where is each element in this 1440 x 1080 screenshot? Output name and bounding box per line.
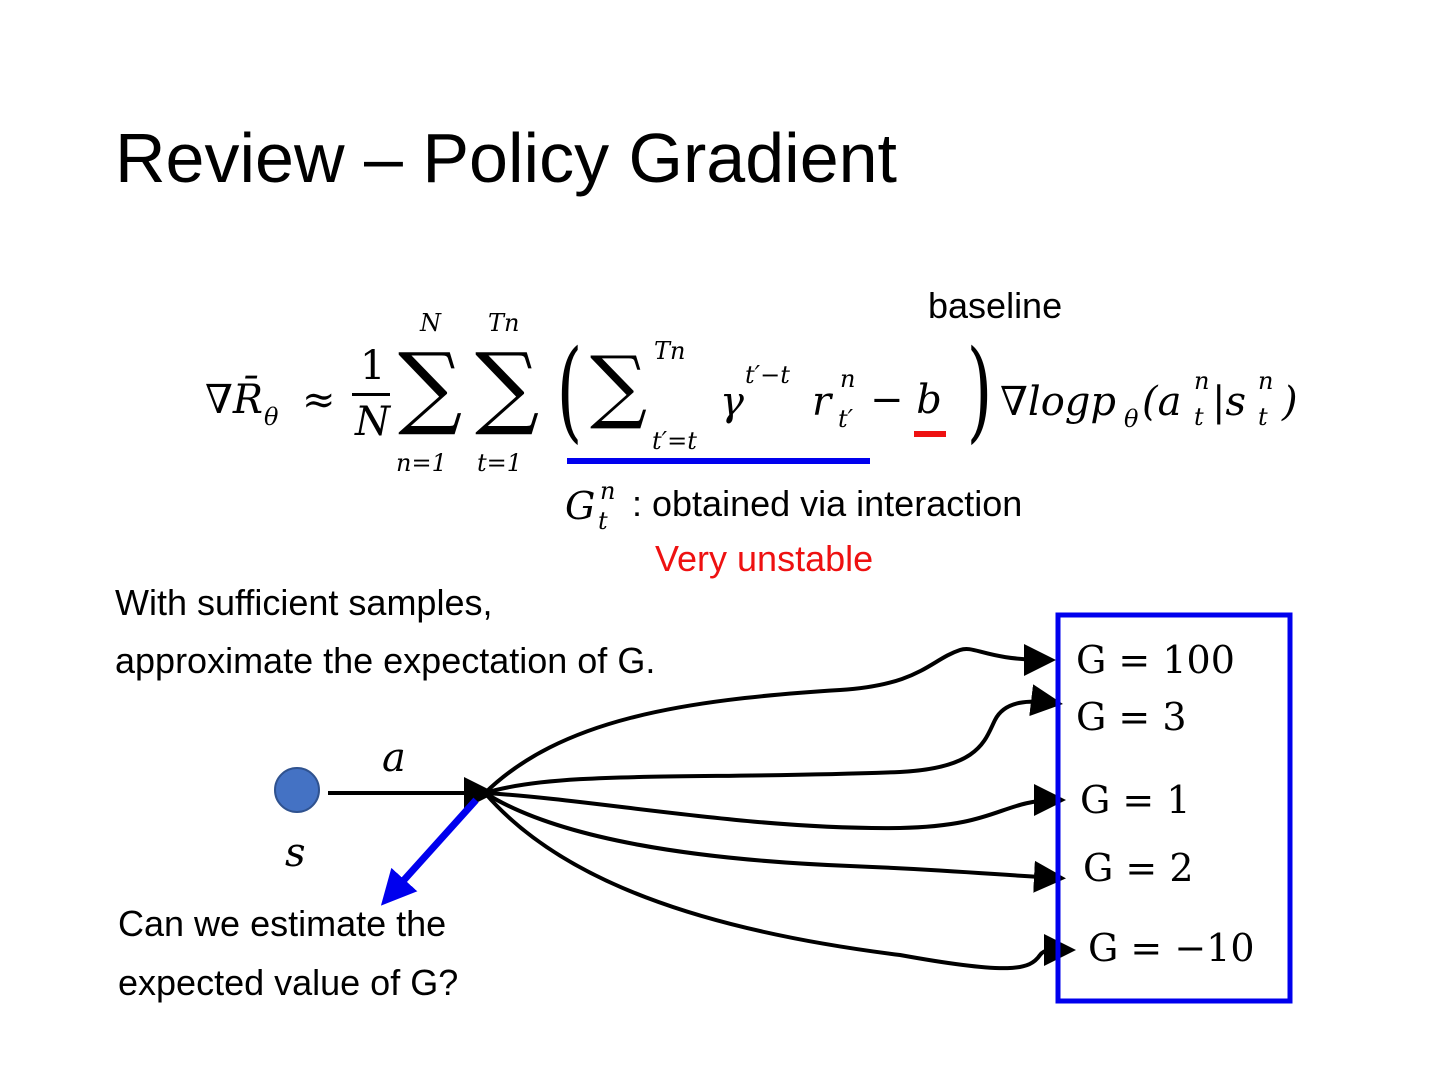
formula-lhs-sub: θ <box>264 403 279 431</box>
return-value: G = −10 <box>1088 926 1255 970</box>
sum1-bottom: n=1 <box>396 449 447 477</box>
baseline-b: − b <box>870 377 942 423</box>
fraction-bar <box>352 393 390 396</box>
reward-sub: t′ <box>838 405 854 433</box>
sum3-top: Tn <box>654 337 686 365</box>
G-sub: t <box>598 507 608 535</box>
args-sub2: t <box>1258 403 1268 431</box>
args-sub1: t <box>1194 403 1204 431</box>
formula-lhs: ∇R̄ <box>205 377 264 423</box>
G-symbol: G <box>565 484 596 528</box>
reward-sup: n <box>840 365 856 393</box>
sum2-bottom: t=1 <box>477 449 523 477</box>
gamma-exponent: t′−t <box>745 361 790 389</box>
sum3-bottom: t′=t <box>652 427 697 455</box>
reward: r <box>812 379 832 425</box>
log-sub: θ <box>1124 405 1139 433</box>
formula-frac-den: N <box>355 399 390 445</box>
action-label: a <box>382 735 406 781</box>
trajectory-2 <box>484 684 1063 795</box>
question-line1: Can we estimate the <box>118 903 447 944</box>
trajectory-4 <box>483 791 1066 893</box>
sum1-sigma: ∑ <box>398 334 463 439</box>
args-sup2: n <box>1258 367 1274 395</box>
args-s: |s <box>1212 379 1247 425</box>
return-underline <box>567 458 870 464</box>
right-paren: ) <box>966 326 993 454</box>
trajectory-5 <box>483 791 1076 971</box>
unstable-note: Very unstable <box>655 538 874 579</box>
formula-approx: ≈ <box>302 377 336 423</box>
gamma: γ <box>720 379 744 425</box>
G-note: : obtained via interaction <box>632 483 1023 524</box>
baseline-label: baseline <box>928 285 1063 326</box>
sum1-top: N <box>420 309 441 337</box>
trajectory-3 <box>484 784 1066 831</box>
state-label: s <box>285 830 306 876</box>
return-value: G = 3 <box>1076 695 1187 739</box>
samples-note-line2: approximate the expectation of G. <box>115 640 656 681</box>
return-value: G = 2 <box>1083 846 1194 890</box>
baseline-underline <box>914 431 946 437</box>
return-value: G = 1 <box>1080 778 1191 822</box>
args-close: ) <box>1282 379 1298 425</box>
returns-box <box>1055 612 1293 1004</box>
sum2-top: Tn <box>488 309 520 337</box>
G-sup: n <box>600 477 616 505</box>
sum2-sigma: ∑ <box>475 334 540 439</box>
formula-frac-num: 1 <box>360 343 386 389</box>
sum3-sigma: ∑ <box>590 339 648 432</box>
trajectory-1 <box>483 643 1056 795</box>
log-term: ∇logp <box>1000 379 1117 425</box>
slide-title: Review – Policy Gradient <box>115 119 897 197</box>
trajectory-curves <box>483 643 1076 971</box>
blue-arrow <box>380 797 479 906</box>
state-node <box>274 767 320 813</box>
args-a: (a <box>1142 379 1182 425</box>
samples-note-line1: With sufficient samples, <box>115 582 493 623</box>
question-line2: expected value of G? <box>118 962 459 1003</box>
args-sup1: n <box>1194 367 1210 395</box>
return-value: G = 100 <box>1076 638 1235 682</box>
left-paren: ( <box>556 326 583 454</box>
